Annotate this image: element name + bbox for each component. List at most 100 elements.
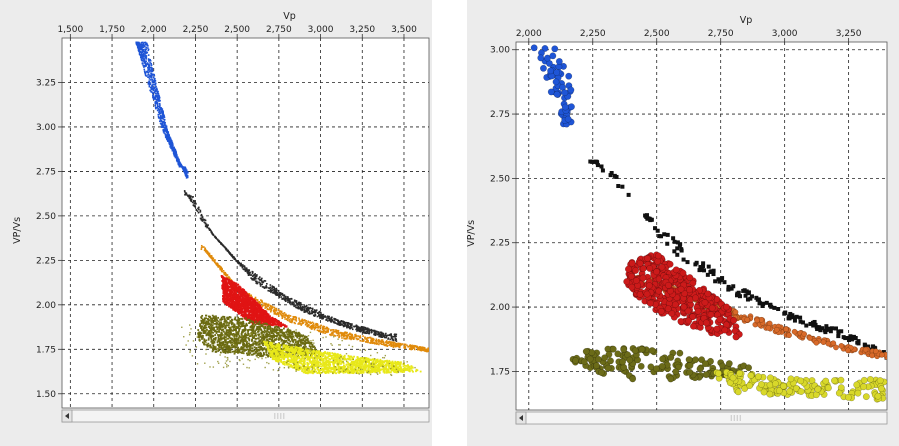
data-point [142,56,144,59]
data-point [371,342,374,345]
data-point [249,301,252,304]
data-point [232,289,235,292]
data-point [245,291,248,294]
data-point [238,297,240,300]
data-point [149,74,151,77]
data-point [308,307,311,310]
data-point [231,298,234,301]
data-point [142,50,144,52]
data-point [233,350,236,353]
data-point [399,342,402,345]
data-point [200,321,203,323]
data-point [343,321,345,323]
data-point [281,317,284,320]
data-point [404,345,407,348]
data-point [157,90,159,93]
data-point [147,68,150,70]
data-point [253,306,255,309]
data-point [307,312,310,315]
data-point [346,325,349,327]
data-point [177,158,180,160]
data-point [206,226,208,229]
data-point [199,209,202,212]
data-point [172,148,174,151]
data-point [243,265,246,268]
data-point [265,285,268,287]
data-point [212,257,215,260]
data-point [234,300,237,302]
data-point [199,210,202,213]
data-point [283,312,286,314]
data-point [231,304,234,307]
data-point [248,300,251,303]
data-point [240,298,243,300]
data-point [316,323,319,326]
data-point [244,294,246,297]
data-point [296,303,299,305]
data-point [361,328,364,331]
data-point [286,319,289,322]
data-point [294,304,297,307]
data-point [154,80,157,82]
data-point [314,311,317,314]
data-point [387,338,389,340]
data-point [261,286,264,288]
data-point [411,346,414,348]
plot-area[interactable] [61,37,430,409]
data-point [294,316,297,318]
data-point [328,318,331,321]
data-point [230,290,233,293]
data-point [247,317,250,319]
data-point [307,306,309,309]
data-point [394,333,396,336]
data-point [229,316,232,319]
data-point [171,142,174,145]
data-point [231,343,234,346]
data-point [230,299,233,302]
data-point [283,297,285,299]
data-point [152,89,155,92]
data-point [281,332,284,335]
data-point [275,323,278,326]
data-point [275,287,278,290]
data-point [256,312,259,315]
data-point [291,320,293,323]
data-point [171,147,174,149]
data-point [231,350,234,353]
data-point [151,75,153,77]
data-point [257,309,260,312]
data-point [282,294,285,297]
data-point [336,330,339,332]
data-point [314,324,316,326]
data-point [277,322,280,325]
data-point [150,90,152,93]
data-point [211,257,213,260]
data-point [327,331,330,333]
data-point [395,333,398,336]
data-point [319,325,322,327]
data-point [245,346,248,349]
data-point [226,249,228,252]
data-point [357,338,360,340]
data-point [222,289,225,292]
data-point [222,288,224,291]
data-point [368,329,371,332]
data-point [288,320,291,322]
data-point [239,306,242,308]
data-point [291,301,293,304]
data-point [237,311,240,313]
data-point [298,322,300,324]
data-point [379,340,381,343]
data-point [358,326,360,329]
data-point [313,352,316,355]
data-point [281,312,284,315]
data-point [230,303,233,306]
data-point [196,210,199,212]
data-point [384,344,387,347]
data-point [268,335,271,338]
data-point [386,345,388,347]
data-point [319,327,322,329]
data-point [240,314,243,317]
data-point [311,321,314,324]
data-point [268,316,271,319]
